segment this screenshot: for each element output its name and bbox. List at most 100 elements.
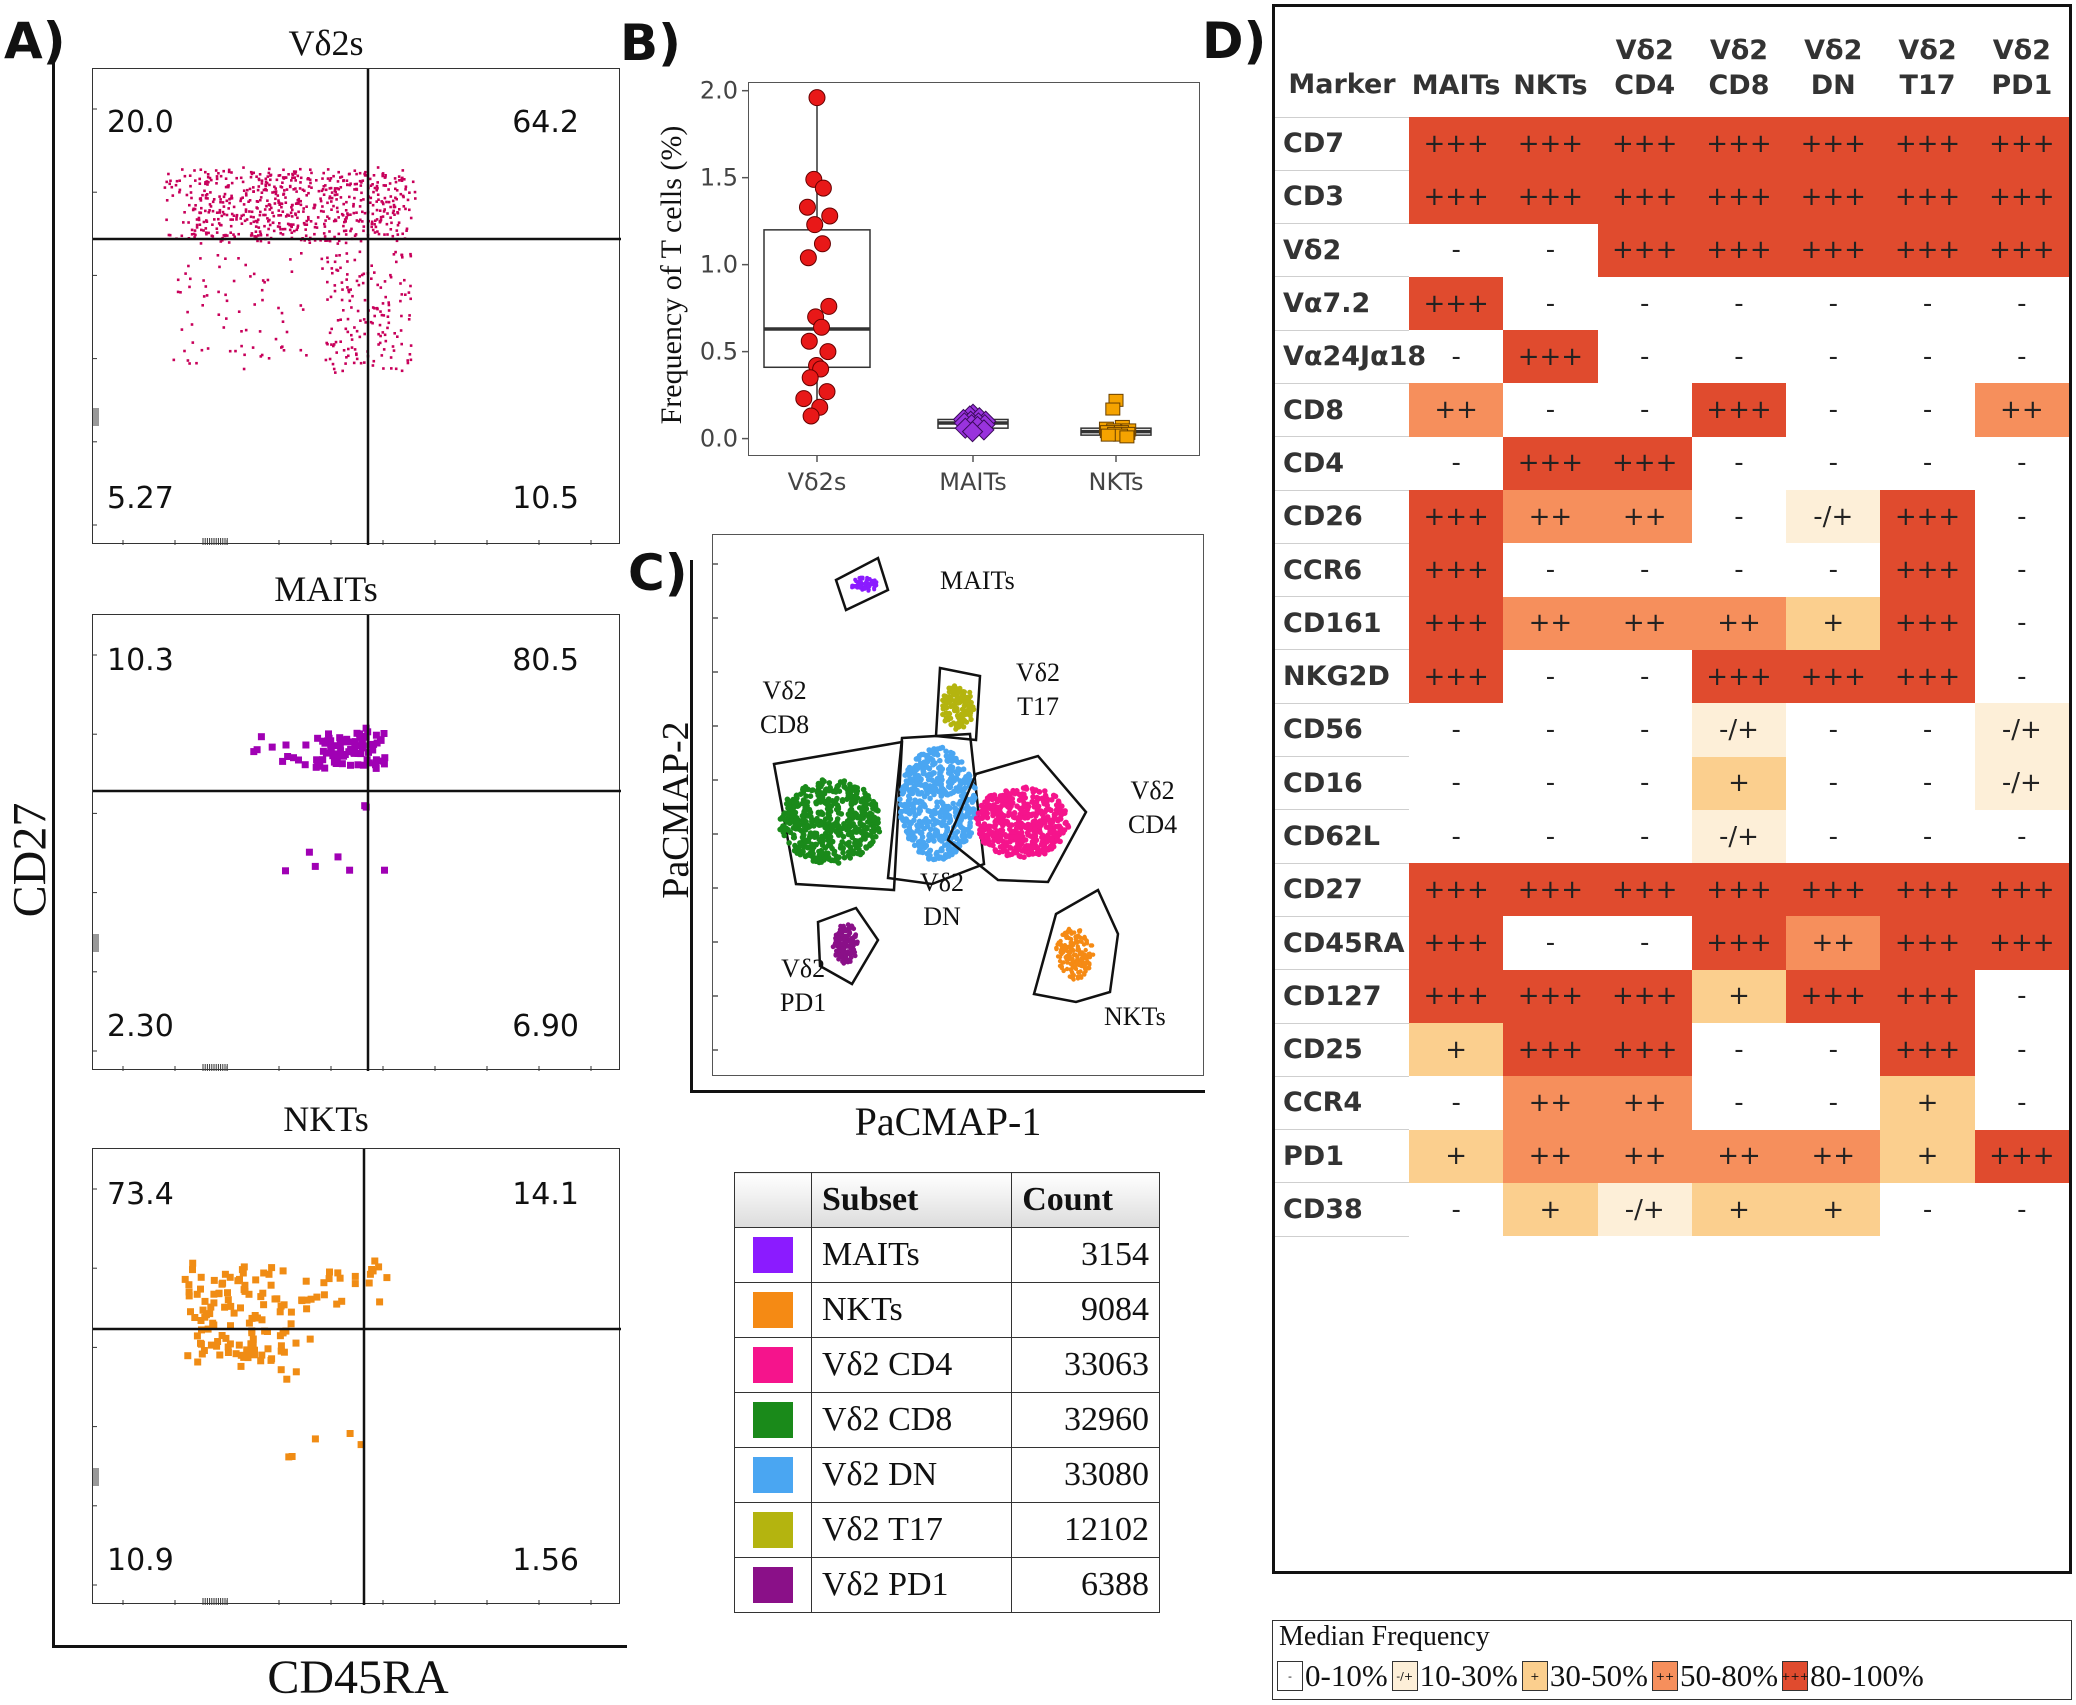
cluster-point-dn: [912, 786, 918, 792]
flow-event: [207, 211, 211, 214]
cluster-point-cd8: [824, 853, 831, 859]
flow-event: [186, 359, 190, 362]
flow-event: [408, 208, 411, 212]
heatmap-cell: +++: [1503, 170, 1598, 224]
flow-event: [276, 1308, 284, 1316]
cluster-point-nkts: [1077, 929, 1082, 934]
cluster-point-cd8: [846, 839, 852, 846]
cluster-point-pd1: [843, 954, 849, 960]
cluster-point-dn: [918, 830, 925, 836]
flow-event: [339, 340, 342, 343]
quadrant-top-left: 10.3: [107, 643, 174, 678]
flow-event: [307, 191, 310, 195]
flow-event: [316, 216, 320, 219]
cluster-point-dn: [936, 834, 942, 841]
flow-event: [175, 179, 179, 183]
flow-event: [347, 290, 351, 294]
flow-event: [225, 299, 229, 303]
cluster-point-cd4: [1001, 793, 1008, 800]
flow-event: [198, 1350, 206, 1358]
heatmap-row: CD127 +++ +++ +++ + +++ +++ -: [1275, 969, 2069, 1024]
flow-event: [250, 172, 254, 176]
cluster-point-dn: [921, 801, 927, 808]
flow-event: [324, 358, 328, 362]
flow-event: [232, 214, 236, 217]
cluster-point-nkts: [1070, 971, 1075, 976]
heatmap-marker: CD161: [1275, 596, 1409, 651]
flow-event: [305, 223, 309, 226]
legend-item: ++ 50-80%: [1651, 1658, 1778, 1694]
flow-event: [274, 337, 278, 341]
flow-event: [376, 283, 379, 287]
cluster-point-nkts: [1073, 934, 1078, 939]
flow-event: [336, 242, 340, 245]
cluster-point-dn: [934, 799, 940, 805]
flow-event: [201, 193, 204, 197]
heatmap-cell: -: [1691, 276, 1787, 331]
cluster-point-cd8: [858, 837, 864, 843]
flow-event: [320, 1291, 328, 1299]
flow-event: [339, 266, 342, 270]
flow-event: [218, 1280, 226, 1288]
cluster-point-nkts: [1089, 943, 1095, 948]
flow-event: [277, 201, 281, 204]
heatmap-cell: -: [1503, 383, 1598, 437]
cluster-point-cd8: [792, 823, 798, 829]
flow-event: [330, 327, 333, 331]
flow-event: [294, 170, 298, 173]
cluster-point-nkts: [1082, 953, 1087, 958]
heatmap-cell: +++: [1409, 117, 1504, 171]
flow-event: [343, 220, 346, 224]
flow-event: [341, 369, 344, 373]
flow-event: [238, 1266, 246, 1274]
cluster-point-cd8: [855, 828, 862, 834]
cluster-point-cd4: [1051, 814, 1058, 820]
flow-event: [400, 253, 403, 257]
flow-event: [380, 760, 388, 768]
cluster-point-cd8: [818, 822, 824, 828]
flow-event: [359, 199, 363, 202]
cluster-point-cd8: [846, 818, 853, 825]
flow-event: [351, 1272, 359, 1280]
flow-event: [322, 232, 326, 235]
flow-event: [377, 343, 380, 346]
flow-event: [307, 1295, 315, 1303]
flow-event: [322, 749, 330, 757]
flow-event: [282, 741, 290, 749]
heatmap-cell: -/+: [1691, 809, 1787, 864]
heatmap-column-header: Vδ2 T17: [1880, 7, 1974, 117]
subset-name: Vδ2 T17: [810, 1502, 1013, 1558]
heatmap-cell: -: [1880, 1182, 1975, 1237]
cluster-point-t17: [964, 719, 970, 725]
flow-event: [353, 326, 356, 329]
flow-event: [232, 205, 236, 209]
cluster-point-dn: [932, 760, 938, 766]
flow-event: [268, 183, 271, 187]
flow-event: [347, 172, 351, 176]
flow-event: [240, 1352, 248, 1359]
cluster-point-nkts: [1075, 948, 1080, 953]
y-tick-label: 1.0: [700, 251, 738, 279]
flow-event: [274, 197, 277, 201]
flow-event: [381, 331, 385, 334]
flow-event: [347, 745, 355, 753]
heatmap-cell: +++: [1691, 117, 1787, 171]
flow-event: [307, 218, 310, 221]
heatmap-row: CD38- + -/+ + + - -: [1275, 1182, 2069, 1237]
panel-c-pacmap: [712, 556, 1120, 1051]
flow-event: [345, 217, 348, 220]
flow-event: [210, 1290, 218, 1298]
cluster-point-dn: [972, 785, 978, 791]
heatmap-cell: -: [1503, 916, 1598, 970]
flow-event: [376, 1298, 384, 1306]
data-point: [798, 198, 816, 216]
cluster-point-cd8: [826, 780, 833, 786]
flow-event: [394, 250, 397, 254]
flow-event: [265, 1270, 273, 1278]
flow-event: [252, 215, 255, 219]
flow-event: [334, 1269, 342, 1277]
flow-event: [400, 342, 403, 346]
heatmap-cell: -: [1597, 649, 1692, 704]
flow-event: [197, 1340, 205, 1348]
cluster-point-cd4: [1048, 845, 1054, 851]
